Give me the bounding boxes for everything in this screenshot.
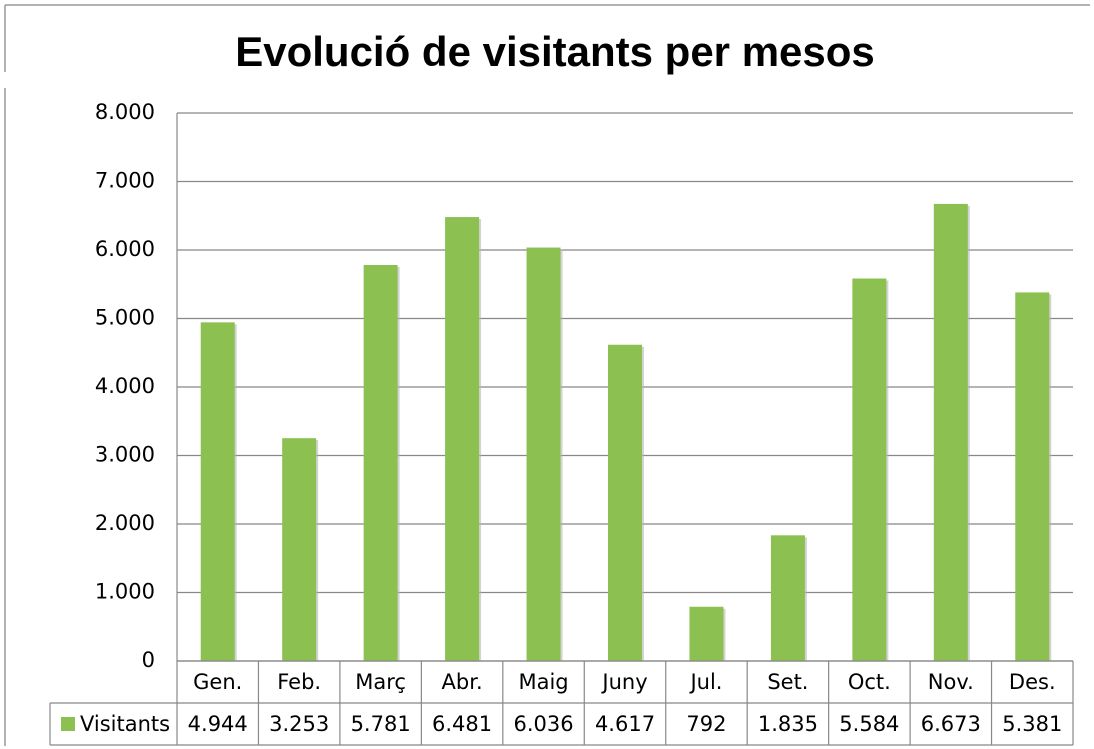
y-tick-label: 0: [142, 648, 155, 672]
data-table-value: 6.673: [921, 712, 981, 736]
x-tick-label: Maig: [518, 670, 568, 694]
bar: [852, 278, 887, 661]
data-table-value: 5.381: [1002, 712, 1062, 736]
y-tick-label: 2.000: [95, 511, 155, 535]
bar: [282, 438, 317, 661]
data-table-value: 4.617: [595, 712, 655, 736]
x-tick-label: Abr.: [442, 670, 483, 694]
bar: [608, 344, 642, 661]
y-tick-label: 1.000: [95, 580, 155, 604]
x-tick-label: Jul.: [688, 670, 722, 694]
x-tick-label: Juny: [600, 670, 647, 694]
data-table-value: 6.481: [432, 712, 492, 736]
x-tick-label: Des.: [1009, 670, 1056, 694]
y-tick-label: 5.000: [95, 306, 155, 330]
y-tick-label: 3.000: [95, 443, 155, 467]
bar: [933, 203, 968, 661]
data-table-value: 1.835: [758, 712, 818, 736]
chart-title: Evolució de visitants per mesos: [235, 28, 875, 75]
legend-swatch: [61, 717, 75, 731]
x-tick-label: Feb.: [277, 670, 321, 694]
bar: [689, 606, 724, 661]
y-tick-label: 4.000: [95, 374, 155, 398]
bar: [445, 217, 480, 661]
data-table-value: 5.584: [839, 712, 899, 736]
bar: [363, 265, 398, 661]
bar: [1015, 292, 1050, 661]
x-tick-label: Set.: [767, 670, 808, 694]
data-table-value: 4.944: [188, 712, 248, 736]
x-tick-label: Gen.: [193, 670, 242, 694]
bar: [770, 535, 805, 661]
x-tick-label: Oct.: [848, 670, 891, 694]
x-tick-label: Nov.: [928, 670, 974, 694]
y-tick-label: 8.000: [95, 100, 155, 124]
x-tick-label: Març: [355, 670, 406, 694]
legend-label: Visitants: [80, 712, 170, 736]
bar: [526, 247, 561, 661]
data-table-value: 6.036: [513, 712, 573, 736]
y-tick-label: 6.000: [95, 237, 155, 261]
data-table-value: 792: [686, 712, 726, 736]
data-table-value: 5.781: [351, 712, 411, 736]
data-table-value: 3.253: [269, 712, 329, 736]
bar: [200, 322, 235, 661]
y-tick-label: 7.000: [95, 169, 155, 193]
